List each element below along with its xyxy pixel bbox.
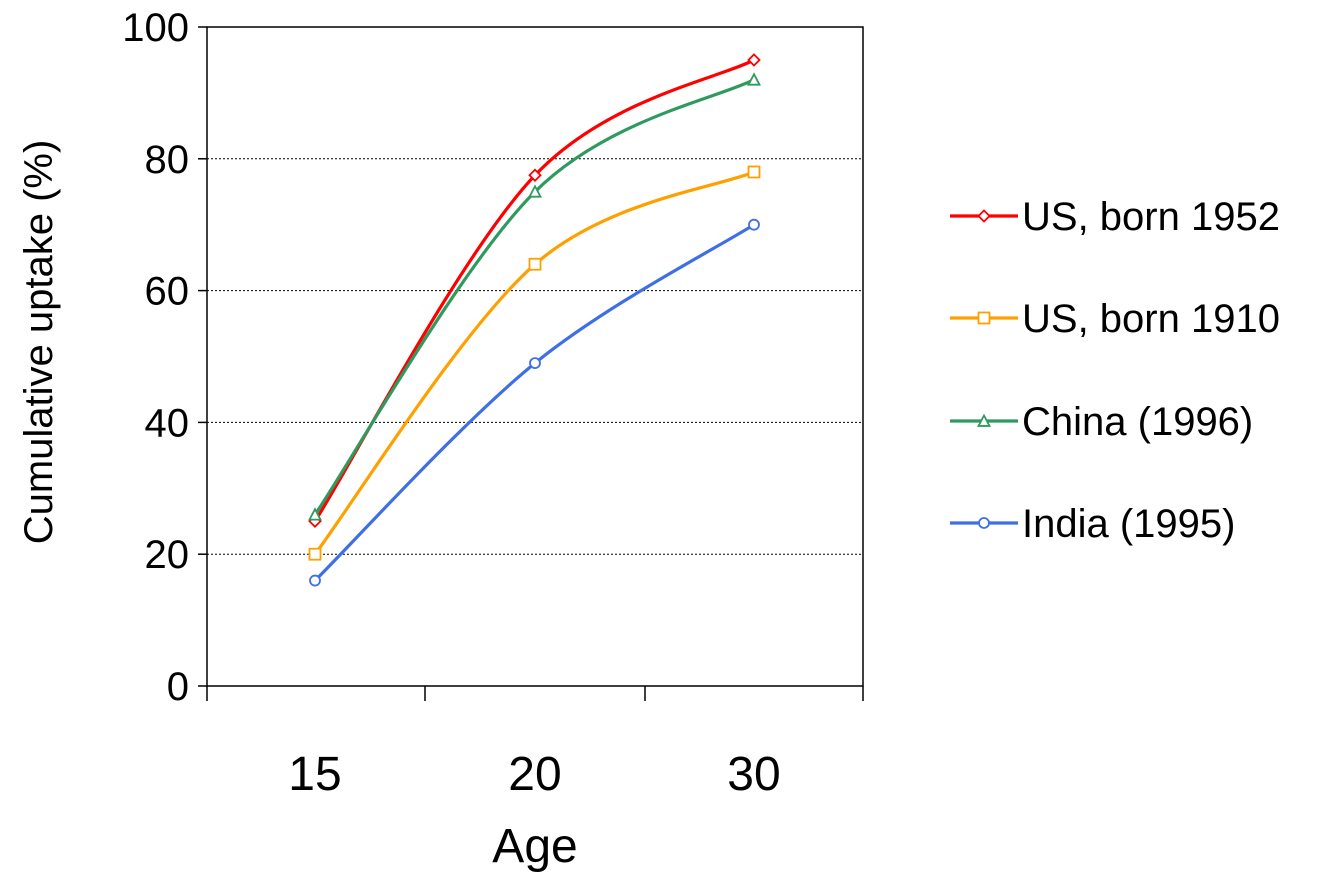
data-point-triangle xyxy=(308,507,322,521)
data-point-circle xyxy=(309,574,321,587)
y-tick-label: 80 xyxy=(145,138,190,182)
series-line xyxy=(313,78,755,516)
legend-label: US, born 1910 xyxy=(1022,297,1280,341)
data-point-circle xyxy=(748,218,760,231)
legend-marker-triangle xyxy=(977,413,991,427)
legend-label: US, born 1952 xyxy=(1022,195,1280,239)
data-point-square xyxy=(308,547,322,561)
series-line xyxy=(313,170,755,556)
plot-area-frame xyxy=(206,26,864,687)
data-point-diamond xyxy=(747,53,761,67)
y-axis-title: Cumulative uptake (%) xyxy=(17,140,61,545)
data-point-triangle xyxy=(747,72,761,86)
data-point-square xyxy=(747,165,761,179)
data-point-circle xyxy=(529,357,541,369)
legend: US, born 1952 US, born 1910 China (1996) In… xyxy=(950,195,1280,546)
tick-labels: 0 20 40 60 80 100 15 20 30 xyxy=(122,6,780,801)
legend-marker-circle xyxy=(978,517,990,529)
series-line xyxy=(313,223,755,582)
legend-label: China (1996) xyxy=(1022,400,1253,444)
y-tick-label: 20 xyxy=(145,533,190,577)
gridlines xyxy=(207,158,863,555)
data-point-triangle xyxy=(528,184,542,198)
x-tick-label: 20 xyxy=(508,748,561,801)
data-point-square xyxy=(528,257,542,271)
data-point-diamond xyxy=(528,168,542,183)
legend-marker-diamond xyxy=(977,209,991,223)
axes xyxy=(198,26,864,701)
x-tick-label: 15 xyxy=(288,748,341,801)
legend-marker-square xyxy=(977,311,991,325)
series-lines xyxy=(313,58,755,582)
y-tick-label: 40 xyxy=(145,401,190,445)
series-markers xyxy=(308,53,761,587)
x-tick-label: 30 xyxy=(727,748,780,801)
y-tick-label: 0 xyxy=(167,665,189,709)
legend-label: India (1995) xyxy=(1022,502,1235,546)
y-tick-label: 100 xyxy=(122,6,189,50)
x-axis-title: Age xyxy=(492,820,577,873)
y-tick-label: 60 xyxy=(145,270,190,314)
